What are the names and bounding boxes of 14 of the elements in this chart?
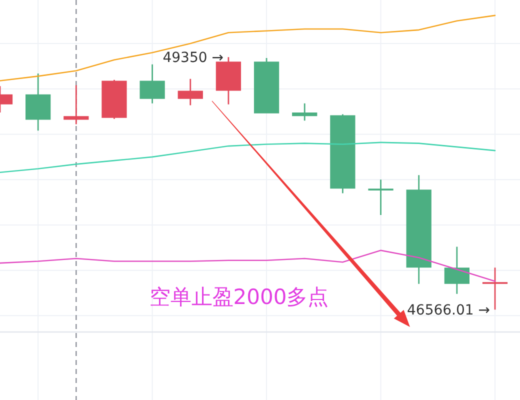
- candlestick: [64, 85, 89, 124]
- annotation: 空单止盈2000多点: [149, 285, 329, 309]
- candlestick: [330, 114, 356, 194]
- candlestick: [26, 73, 51, 131]
- candlestick: [368, 180, 394, 215]
- candlestick: [178, 78, 203, 106]
- candlestick: [406, 175, 432, 284]
- candlestick: [254, 58, 280, 114]
- candlestick: [102, 80, 127, 119]
- candlestick: [140, 64, 165, 104]
- annotation: 49350 →: [162, 50, 224, 66]
- candlestick: [292, 103, 318, 121]
- candlestick: [444, 246, 470, 294]
- annotation: 46566.01 →: [407, 302, 490, 319]
